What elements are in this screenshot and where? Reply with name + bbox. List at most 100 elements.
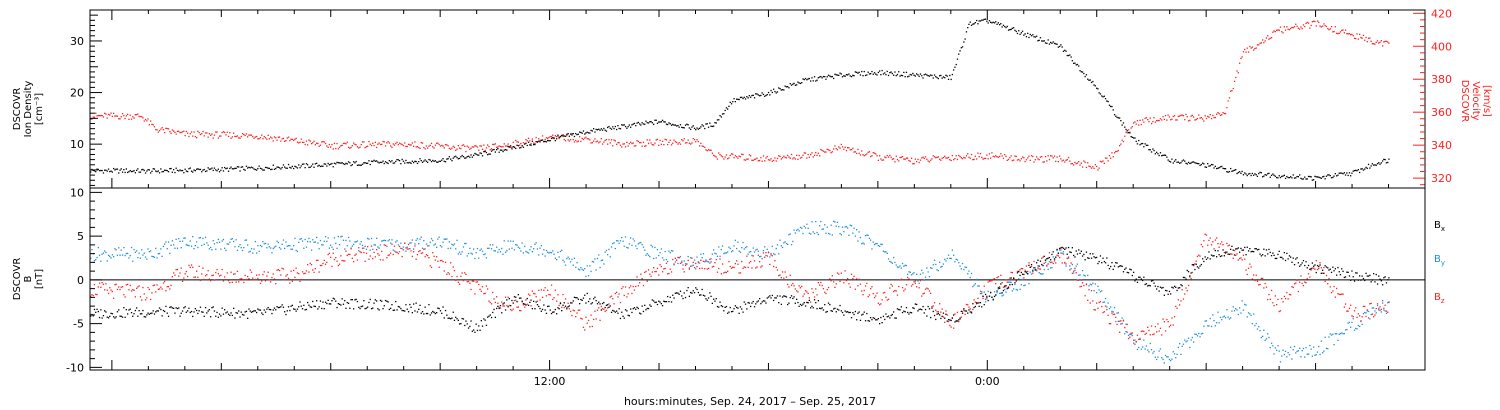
data-point xyxy=(201,244,203,247)
data-point xyxy=(291,304,293,306)
data-point xyxy=(146,258,148,260)
data-point xyxy=(734,239,736,241)
data-point xyxy=(807,227,809,229)
data-point xyxy=(217,137,219,139)
data-point xyxy=(216,311,218,314)
data-point xyxy=(610,311,613,313)
data-point xyxy=(1376,40,1379,42)
data-point xyxy=(901,156,904,158)
data-point xyxy=(866,74,868,76)
data-point xyxy=(813,299,816,301)
data-point xyxy=(1014,283,1016,286)
data-point xyxy=(677,124,679,127)
data-point xyxy=(1029,159,1031,161)
data-point xyxy=(1313,346,1315,348)
data-point xyxy=(332,166,334,168)
data-point xyxy=(728,157,730,159)
data-point xyxy=(356,300,359,303)
data-point xyxy=(1337,32,1339,35)
data-point xyxy=(253,310,255,312)
data-point xyxy=(305,246,308,248)
data-point xyxy=(891,285,893,287)
data-point xyxy=(1106,306,1108,308)
data-point xyxy=(905,264,908,267)
data-point xyxy=(307,144,309,146)
data-point xyxy=(136,287,138,289)
data-point xyxy=(825,311,827,313)
data-point xyxy=(683,260,685,262)
data-point xyxy=(1226,309,1228,311)
data-point xyxy=(395,251,397,253)
data-point xyxy=(1148,149,1150,151)
data-point xyxy=(909,279,911,281)
data-point xyxy=(940,311,942,313)
data-point xyxy=(197,246,199,249)
data-point xyxy=(650,305,652,307)
data-point xyxy=(503,305,505,307)
data-point xyxy=(212,137,214,139)
data-point xyxy=(1170,161,1172,163)
data-point xyxy=(566,257,568,260)
data-point xyxy=(1152,279,1154,282)
data-point xyxy=(476,281,479,283)
data-point xyxy=(889,72,891,74)
data-point xyxy=(192,171,194,173)
data-point xyxy=(760,266,762,268)
data-point xyxy=(308,139,310,141)
data-point xyxy=(787,303,789,306)
data-point xyxy=(664,267,666,270)
data-point xyxy=(1347,33,1349,35)
data-point xyxy=(576,134,578,136)
data-point xyxy=(969,276,971,279)
data-point xyxy=(621,311,623,313)
data-point xyxy=(877,302,879,304)
data-point xyxy=(139,171,142,173)
data-point xyxy=(757,160,759,162)
data-point xyxy=(751,302,753,304)
data-point xyxy=(841,226,844,228)
data-point xyxy=(319,239,322,242)
data-point xyxy=(1213,320,1215,322)
data-point xyxy=(1336,333,1338,335)
data-point xyxy=(918,75,920,77)
data-point xyxy=(189,133,191,135)
data-point xyxy=(912,307,914,309)
data-point xyxy=(568,308,570,310)
data-point xyxy=(396,141,398,143)
data-point xyxy=(879,70,881,72)
data-point xyxy=(460,275,462,277)
data-point xyxy=(286,167,288,169)
data-point xyxy=(1043,161,1045,163)
data-point xyxy=(584,329,586,331)
data-point xyxy=(1172,324,1174,326)
data-point xyxy=(859,283,862,285)
data-point xyxy=(843,231,845,233)
data-point xyxy=(1191,336,1193,339)
data-point xyxy=(1341,293,1343,295)
data-point xyxy=(684,142,687,144)
data-point xyxy=(719,255,721,257)
data-point xyxy=(1153,350,1155,353)
data-point xyxy=(1130,136,1132,138)
data-point xyxy=(1019,160,1021,162)
data-point xyxy=(978,156,980,158)
data-point xyxy=(1284,29,1287,31)
data-point xyxy=(363,300,365,302)
data-point xyxy=(568,140,570,142)
data-point xyxy=(1284,350,1287,352)
data-point xyxy=(178,130,180,132)
data-point xyxy=(1204,233,1206,235)
data-point xyxy=(364,147,366,149)
data-point xyxy=(1272,302,1274,304)
data-point xyxy=(437,260,439,262)
data-point xyxy=(1259,171,1261,173)
data-point xyxy=(603,127,605,130)
data-point xyxy=(1325,25,1328,28)
data-point xyxy=(871,286,873,288)
data-point xyxy=(1237,171,1239,174)
data-point xyxy=(289,245,291,247)
data-point xyxy=(871,155,873,157)
data-point xyxy=(700,259,702,261)
data-point xyxy=(910,74,913,76)
data-point xyxy=(543,249,545,251)
